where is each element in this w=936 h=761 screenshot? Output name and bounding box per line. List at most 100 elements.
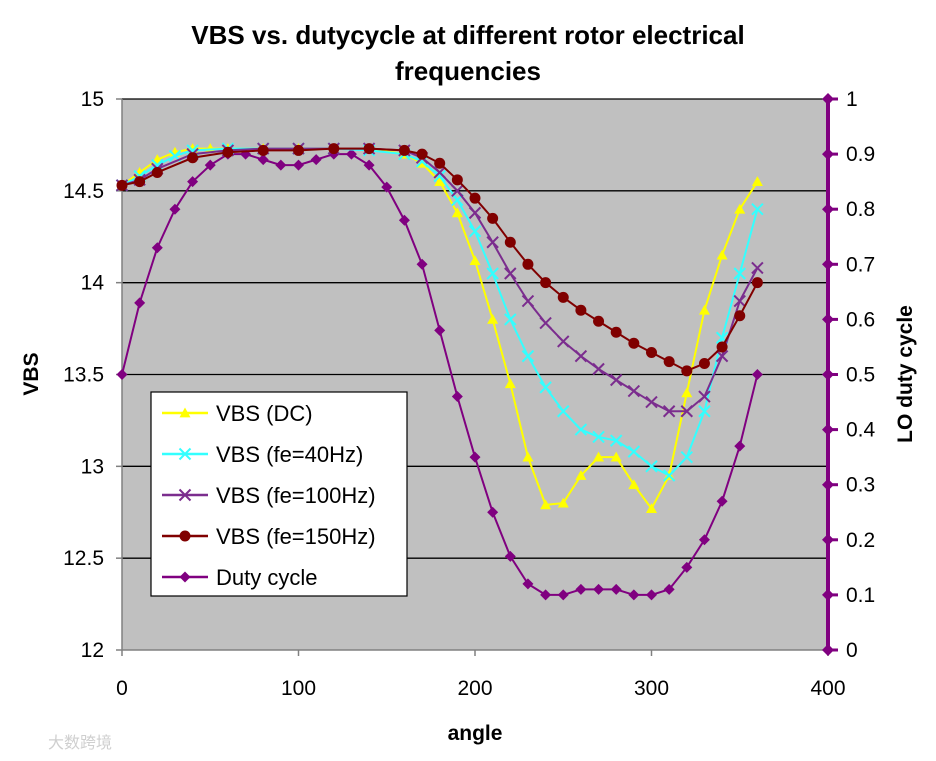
data-point	[540, 589, 552, 601]
data-point	[557, 405, 570, 418]
data-point	[627, 384, 641, 398]
data-point	[328, 143, 340, 155]
data-point	[734, 310, 746, 322]
data-point	[574, 349, 588, 363]
data-point	[680, 405, 694, 418]
y2-tick-marker	[822, 533, 834, 546]
data-point	[381, 181, 393, 193]
data-point	[734, 440, 746, 452]
data-point	[592, 430, 605, 444]
data-point	[662, 405, 676, 418]
legend-marker	[179, 571, 191, 583]
legend-marker	[178, 447, 192, 461]
data-point	[434, 176, 446, 187]
data-point	[134, 297, 146, 309]
x-tick-label: 300	[634, 677, 669, 700]
legend-label: Duty cycle	[216, 565, 317, 590]
data-point	[715, 349, 729, 363]
series-line	[121, 147, 759, 413]
y2-axis-ticks: 0 0.1 0.2 0.3 0.4 0.5 0.6 0.7 0.8 0.9 1	[822, 88, 876, 662]
data-point	[557, 497, 569, 508]
y2-tick-label: 1	[846, 88, 858, 111]
series-layer	[115, 142, 764, 601]
legend-label: VBS (DC)	[216, 401, 313, 426]
legend-label: VBS (fe=100Hz)	[216, 483, 376, 508]
x-axis-label: angle	[448, 722, 503, 745]
data-point	[521, 349, 535, 363]
data-point	[662, 469, 676, 482]
data-point	[310, 154, 322, 166]
data-point	[609, 434, 623, 447]
y2-tick-marker	[822, 148, 834, 161]
data-point	[504, 550, 516, 562]
legend-marker	[178, 488, 192, 502]
data-point	[416, 258, 428, 270]
data-point	[575, 304, 587, 316]
data-point	[593, 583, 605, 595]
data-point	[169, 203, 181, 215]
y2-tick-marker	[822, 644, 834, 656]
data-point	[681, 387, 693, 398]
y-tick-label: 13	[81, 455, 104, 478]
data-point	[116, 369, 128, 380]
data-point	[257, 154, 269, 166]
data-point	[504, 313, 517, 326]
data-point	[593, 315, 605, 327]
data-point	[134, 176, 146, 188]
data-point	[451, 174, 463, 186]
data-point	[751, 176, 763, 187]
data-point	[610, 326, 622, 338]
y2-tick-marker	[822, 203, 834, 216]
data-point	[363, 143, 375, 155]
legend: VBS (DC) VBS (fe=40Hz) VBS (fe=100Hz) VBS (…	[150, 391, 408, 597]
data-point	[681, 561, 693, 573]
data-point	[486, 236, 499, 249]
y-tick-label: 14	[81, 272, 105, 295]
data-point	[716, 249, 728, 260]
y2-tick-label: 0.5	[846, 364, 875, 387]
data-point	[521, 294, 535, 308]
y2-tick-marker	[822, 588, 834, 601]
data-point	[504, 236, 516, 248]
data-point	[751, 202, 764, 216]
data-point	[539, 316, 552, 330]
data-point	[628, 479, 640, 490]
y-tick-label: 12	[81, 639, 104, 662]
x-tick-label: 200	[457, 677, 492, 700]
y-axis-label: VBS	[20, 352, 43, 395]
y2-tick-label: 0.1	[846, 584, 875, 607]
series-3	[116, 143, 763, 377]
data-point	[610, 451, 622, 462]
data-point	[574, 423, 588, 436]
y2-tick-marker	[822, 423, 834, 436]
data-point	[698, 390, 711, 403]
data-point	[345, 148, 357, 160]
data-point	[363, 159, 375, 171]
chart-title-line-2: frequencies	[395, 56, 541, 86]
data-point	[680, 450, 694, 464]
y2-tick-label: 0.4	[846, 419, 876, 442]
data-point	[416, 148, 428, 160]
data-point	[469, 255, 481, 266]
data-point	[716, 495, 728, 507]
x-tick-label: 400	[810, 677, 845, 700]
data-point	[645, 395, 658, 409]
data-point	[469, 192, 481, 204]
data-point	[540, 277, 552, 289]
data-point	[522, 258, 534, 270]
data-point	[451, 391, 463, 403]
data-point	[451, 207, 463, 218]
y2-tick-marker	[822, 93, 834, 105]
data-point	[398, 144, 410, 156]
data-point	[539, 381, 552, 394]
y2-tick-label: 0.7	[846, 253, 875, 276]
y-axis-ticks: 12 12.5 13 13.5 14 14.5 15	[63, 88, 122, 662]
data-point	[593, 451, 605, 462]
data-point	[609, 373, 623, 387]
y-tick-label: 12.5	[63, 547, 104, 570]
data-point	[663, 356, 675, 368]
data-point	[487, 313, 499, 324]
data-point	[293, 144, 304, 156]
data-point	[487, 506, 499, 518]
data-point	[487, 212, 499, 224]
